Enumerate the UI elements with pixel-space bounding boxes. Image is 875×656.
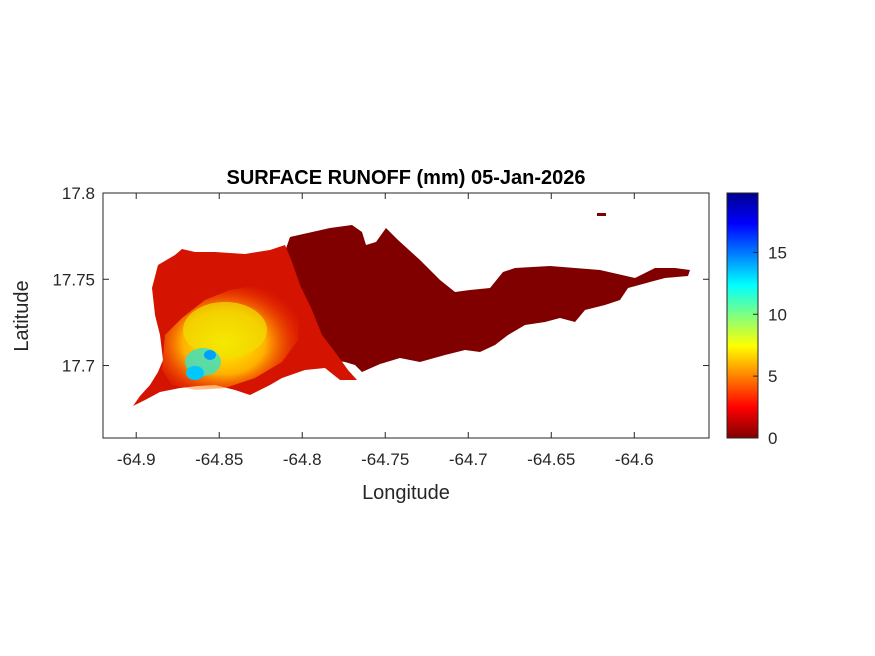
y-tick-label: 17.8 [62,184,95,203]
island-heatmap [133,213,690,406]
islet [597,213,606,216]
x-tick-label: -64.9 [117,450,156,469]
y-axis-title: Latitude [11,280,33,351]
x-tick-label: -64.75 [361,450,409,469]
hot-core [183,302,267,358]
plot-frame [102,192,710,439]
colorbar-axis: 0 5 10 15 [753,243,787,448]
x-axis-title: Longitude [362,482,450,504]
peak-area-3 [204,350,216,360]
x-tick-label: -64.85 [195,450,243,469]
peak-area-2 [186,366,204,380]
island-east [282,225,690,372]
colorbar [726,192,759,439]
colorbar-tick-label: 0 [768,429,777,448]
colorbar-tick-label: 15 [768,243,787,262]
colorbar-tick-label: 10 [768,305,787,324]
y-axis: 17.7 17.75 17.8 [52,184,709,376]
y-tick-label: 17.7 [62,357,95,376]
colorbar-tick-label: 5 [768,367,777,386]
x-tick-label: -64.7 [449,450,488,469]
y-tick-label: 17.75 [52,270,95,289]
x-tick-label: -64.6 [615,450,654,469]
x-axis: -64.9 -64.85 -64.8 -64.75 -64.7 -64.65 -64.6 [117,193,654,469]
chart-title: SURFACE RUNOFF (mm) 05-Jan-2026 [227,167,586,189]
x-tick-label: -64.65 [527,450,575,469]
x-tick-label: -64.8 [283,450,322,469]
plot-area [103,193,709,438]
